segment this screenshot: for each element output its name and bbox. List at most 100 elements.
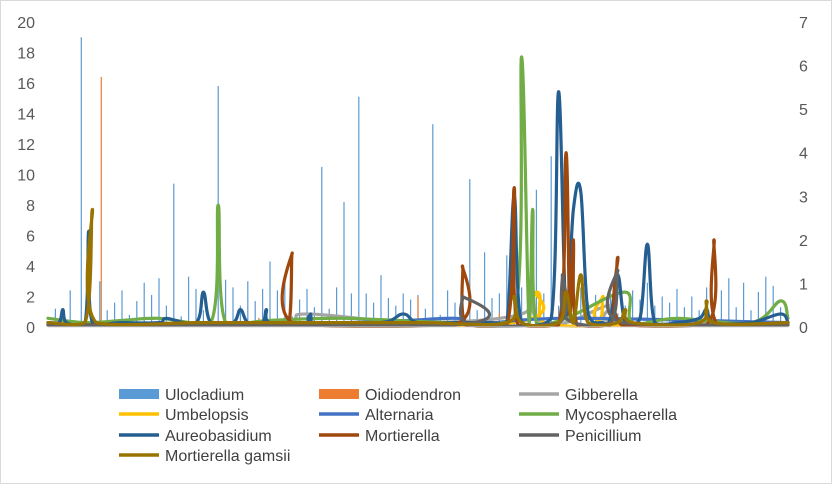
bar-ulocladium: [121, 290, 123, 327]
line-series-group: [46, 55, 790, 329]
bar-ulocladium: [646, 282, 648, 327]
y-axis-right: 0 1 2 3 4 5 6 7: [799, 15, 808, 337]
legend-item-penicillium: Penicillium: [519, 428, 641, 445]
y-left-tick-label: 2: [26, 290, 35, 307]
y-left-tick-label: 10: [17, 168, 35, 185]
bar-ulocladium: [484, 252, 486, 327]
bar-ulocladium: [136, 301, 138, 327]
y-right-tick-label: 1: [799, 276, 808, 293]
bar-ulocladium: [743, 282, 745, 327]
bar-ulocladium: [720, 290, 722, 327]
bar-ulocladium: [151, 294, 153, 327]
bar-ulocladium: [432, 124, 434, 327]
y-right-tick-label: 2: [799, 233, 808, 250]
bar-ulocladium: [306, 288, 308, 328]
bar-ulocladium: [343, 201, 345, 327]
bar-ulocladium: [254, 301, 256, 327]
bar-ulocladium: [284, 282, 286, 327]
y-right-tick-label: 3: [799, 189, 808, 206]
y-left-tick-label: 16: [17, 76, 35, 93]
line-mortierella-gamsii: [46, 207, 790, 328]
y-left-tick-label: 6: [26, 229, 35, 246]
bar-ulocladium: [99, 281, 101, 327]
y-left-tick-label: 0: [26, 320, 35, 337]
bar-ulocladium: [469, 179, 471, 327]
legend-label: Ulocladium: [165, 387, 244, 404]
bar-ulocladium: [506, 255, 508, 327]
legend: Ulocladium Oidiodendron Gibberella Umbelops…: [119, 387, 677, 465]
bar-ulocladium: [69, 290, 71, 327]
y-left-tick-label: 18: [17, 46, 35, 63]
bar-ulocladium: [728, 278, 730, 327]
line-mortierella: [46, 151, 790, 329]
bar-ulocladium: [735, 307, 737, 327]
legend-label: Gibberella: [565, 387, 638, 404]
y-right-tick-label: 7: [799, 15, 808, 32]
bar-ulocladium: [757, 291, 759, 327]
bar-ulocladium: [173, 183, 175, 327]
bar-ulocladium: [158, 278, 160, 327]
bar-ulocladium: [188, 276, 190, 327]
legend-label: Mycosphaerella: [565, 407, 677, 424]
bar-ulocladium: [262, 288, 264, 328]
legend-label: Mortierella: [365, 428, 440, 445]
bar-ulocladium: [373, 302, 375, 327]
bar-ulocladium: [276, 290, 278, 327]
bar-ulocladium: [80, 37, 82, 327]
bar-ulocladium: [321, 166, 323, 328]
bar-ulocladium: [269, 261, 271, 327]
bar-ulocladium: [550, 156, 552, 327]
y-left-tick-label: 8: [26, 198, 35, 215]
y-right-tick-label: 0: [799, 320, 808, 337]
legend-label: Aureobasidium: [165, 428, 272, 445]
bar-oidiodendron: [100, 76, 102, 328]
legend-swatch: [319, 389, 359, 399]
legend-label: Umbelopsis: [165, 407, 249, 424]
bar-ulocladium: [202, 310, 204, 327]
legend-item-mortierella: Mortierella: [319, 428, 440, 445]
bar-ulocladium: [365, 293, 367, 327]
bar-ulocladium: [535, 189, 537, 327]
legend-label: Penicillium: [565, 428, 641, 445]
bar-ulocladium: [765, 276, 767, 327]
legend-item-alternaria: Alternaria: [319, 407, 434, 424]
legend-item-oidiodendron: Oidiodendron: [319, 387, 461, 404]
legend-item-mycosphaerella: Mycosphaerella: [519, 407, 677, 424]
bar-series-group: [54, 37, 782, 328]
bar-ulocladium: [106, 310, 108, 327]
y-axis-left: 0 2 4 6 8 10 12 14 16 18 20: [17, 15, 35, 337]
bar-ulocladium: [750, 310, 752, 327]
bar-ulocladium: [114, 302, 116, 327]
legend-swatch: [119, 389, 159, 399]
bar-ulocladium: [580, 287, 582, 327]
bar-ulocladium: [143, 282, 145, 327]
legend-item-ulocladium: Ulocladium: [119, 387, 244, 404]
bar-ulocladium: [195, 288, 197, 328]
bar-ulocladium: [239, 305, 241, 327]
legend-label: Mortierella gamsii: [165, 448, 290, 465]
bar-ulocladium: [387, 298, 389, 327]
y-left-tick-label: 14: [17, 107, 35, 124]
bar-ulocladium: [336, 287, 338, 327]
bar-ulocladium: [558, 305, 560, 327]
bar-ulocladium: [350, 293, 352, 327]
legend-item-mortierella-gamsii: Mortierella gamsii: [119, 448, 290, 465]
legend-item-aureobasidium: Aureobasidium: [119, 428, 272, 445]
bar-ulocladium: [632, 290, 634, 327]
legend-item-gibberella: Gibberella: [519, 387, 638, 404]
y-left-tick-label: 4: [26, 259, 35, 276]
legend-item-umbelopsis: Umbelopsis: [119, 407, 249, 424]
y-right-tick-label: 4: [799, 146, 808, 163]
bar-ulocladium: [669, 302, 671, 327]
bar-ulocladium: [380, 275, 382, 327]
bar-ulocladium: [402, 293, 404, 327]
bar-ulocladium: [410, 299, 412, 327]
bar-ulocladium: [165, 305, 167, 327]
bar-ulocladium: [780, 307, 782, 327]
legend-label: Alternaria: [365, 407, 434, 424]
bar-ulocladium: [454, 302, 456, 327]
bar-ulocladium: [225, 279, 227, 327]
bar-ulocladium: [232, 287, 234, 327]
